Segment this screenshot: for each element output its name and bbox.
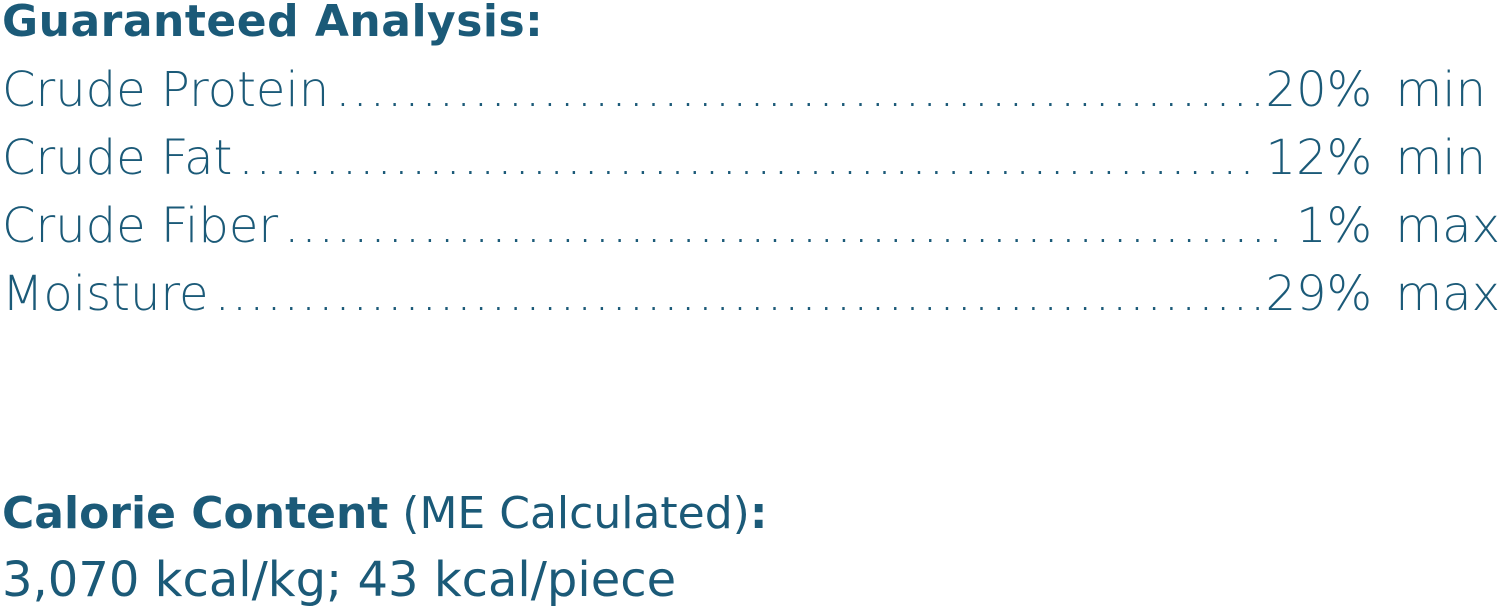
row-label: Moisture	[2, 266, 209, 322]
row-label: Crude Fiber	[2, 198, 279, 254]
row-label: Crude Protein	[2, 62, 330, 118]
dot-leader	[215, 266, 1260, 322]
row-value: 1% max	[1296, 198, 1500, 254]
analysis-row-crude-fat: Crude Fat 12% min	[2, 130, 1500, 190]
calorie-content-value: 3,070 kcal/kg; 43 kcal/piece	[2, 552, 677, 608]
analysis-row-crude-fiber: Crude Fiber 1% max	[2, 198, 1500, 258]
guaranteed-analysis-heading: Guaranteed Analysis:	[2, 0, 544, 47]
dot-leader	[335, 62, 1259, 118]
row-label: Crude Fat	[2, 130, 233, 186]
calorie-heading-colon: :	[749, 488, 768, 539]
dot-leader	[284, 198, 1290, 254]
row-value: 20% min	[1265, 62, 1486, 118]
calorie-content-heading: Calorie Content (ME Calculated):	[2, 488, 767, 539]
analysis-row-crude-protein: Crude Protein 20% min	[2, 62, 1500, 122]
dot-leader	[238, 130, 1259, 186]
row-value: 12% min	[1265, 130, 1486, 186]
calorie-heading-paren: (ME Calculated)	[388, 488, 750, 539]
calorie-heading-bold: Calorie Content	[2, 488, 389, 539]
row-value: 29% max	[1265, 266, 1500, 322]
analysis-row-moisture: Moisture 29% max	[2, 266, 1500, 326]
